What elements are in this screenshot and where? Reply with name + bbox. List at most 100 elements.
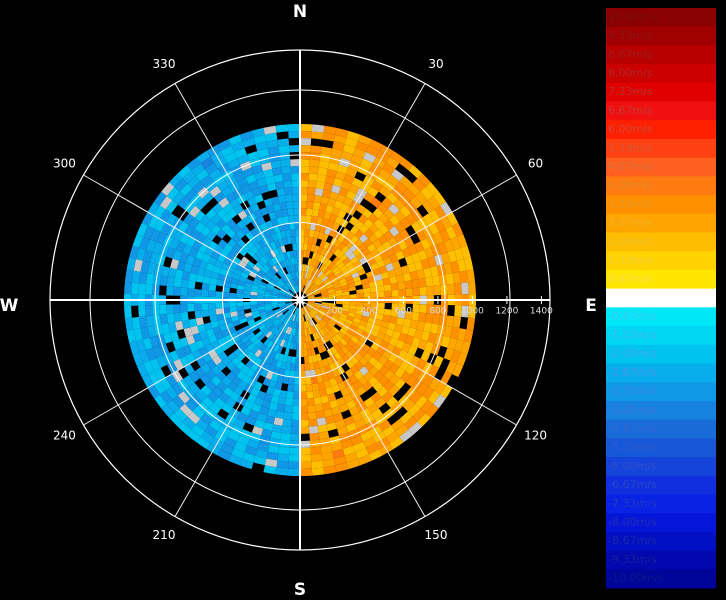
velocity-cell	[286, 391, 294, 399]
velocity-cell	[233, 348, 243, 357]
velocity-cell	[292, 243, 297, 251]
velocity-cell	[222, 302, 230, 309]
velocity-cell	[226, 228, 237, 239]
velocity-cell	[257, 148, 270, 158]
velocity-cell	[196, 356, 207, 368]
velocity-cell	[412, 178, 426, 192]
velocity-cell	[182, 244, 193, 256]
velocity-cell	[399, 175, 413, 189]
velocity-cell	[266, 451, 279, 461]
velocity-cell	[295, 363, 300, 371]
colorbar-label: -3.33m/s	[608, 385, 657, 398]
velocity-cell	[223, 243, 234, 253]
colorbar-label: 2.00m/s	[608, 235, 653, 248]
velocity-cell	[221, 366, 232, 377]
velocity-cell	[200, 203, 212, 216]
velocity-cell	[285, 266, 291, 274]
velocity-cell	[277, 280, 284, 287]
colorbar-swatch	[606, 8, 716, 28]
velocity-cell	[293, 285, 298, 293]
velocity-cell	[278, 296, 286, 299]
velocity-cell	[169, 173, 183, 187]
velocity-cell	[270, 316, 278, 323]
velocity-cell	[378, 168, 392, 181]
velocity-cell	[437, 241, 448, 255]
velocity-cell	[356, 385, 367, 396]
velocity-cell	[180, 287, 188, 297]
velocity-cell	[159, 377, 172, 391]
velocity-cell	[186, 157, 201, 171]
velocity-cell	[409, 233, 421, 245]
velocity-cell	[273, 287, 281, 292]
velocity-cell	[433, 355, 444, 368]
velocity-cell	[261, 428, 273, 438]
velocity-cell	[334, 308, 342, 314]
velocity-cell	[152, 241, 163, 255]
velocity-cell	[173, 229, 184, 242]
velocity-cell	[352, 317, 361, 324]
velocity-cell	[305, 215, 312, 223]
velocity-cell	[142, 337, 153, 351]
velocity-cell	[315, 353, 322, 362]
velocity-cell	[349, 324, 358, 332]
velocity-cell	[212, 234, 222, 245]
velocity-cell	[422, 213, 435, 226]
velocity-cell	[340, 203, 350, 213]
velocity-cell	[201, 253, 212, 263]
velocity-cell	[268, 324, 275, 331]
velocity-cell	[417, 339, 428, 351]
velocity-cell	[363, 436, 377, 448]
velocity-cell	[250, 301, 258, 306]
velocity-cell	[272, 327, 279, 335]
velocity-cell	[335, 127, 349, 138]
velocity-cell	[307, 295, 315, 299]
velocity-cell	[349, 225, 360, 235]
velocity-cell	[344, 275, 353, 282]
velocity-cell	[382, 314, 391, 323]
velocity-cell	[236, 309, 245, 316]
velocity-cell	[276, 460, 289, 469]
velocity-cell	[148, 215, 160, 229]
velocity-cell	[265, 286, 274, 292]
velocity-cell	[303, 278, 307, 286]
velocity-cell	[260, 335, 268, 344]
velocity-cell	[344, 452, 358, 463]
velocity-cell	[388, 253, 399, 263]
velocity-cell	[396, 317, 405, 326]
velocity-cell	[291, 180, 300, 188]
velocity-cell	[395, 163, 409, 176]
velocity-cell	[177, 421, 192, 435]
velocity-cell	[258, 324, 267, 331]
velocity-cell	[303, 286, 308, 293]
velocity-cell	[373, 229, 384, 240]
velocity-cell	[172, 339, 183, 351]
colorbar-label: 0.67m/s	[608, 272, 653, 285]
velocity-cell	[351, 177, 363, 188]
velocity-cell	[288, 334, 293, 343]
velocity-cell	[385, 156, 400, 169]
velocity-cell	[324, 279, 332, 286]
velocity-cell	[357, 268, 366, 277]
velocity-cell	[279, 291, 287, 296]
velocity-cell	[251, 187, 262, 197]
velocity-cell	[343, 271, 352, 279]
velocity-cell	[212, 326, 222, 335]
velocity-cell	[236, 288, 244, 295]
velocity-cell	[260, 281, 268, 287]
colorbar-label: -0.67m/s	[608, 310, 657, 323]
colorbar-swatch	[606, 363, 716, 383]
velocity-cell	[386, 191, 398, 204]
velocity-cell	[257, 333, 266, 342]
velocity-cell	[368, 356, 379, 367]
velocity-cell	[247, 275, 256, 282]
velocity-cell	[172, 395, 185, 409]
velocity-cell	[319, 309, 327, 315]
velocity-cell	[217, 351, 228, 361]
velocity-cell	[208, 308, 217, 316]
velocity-cell	[369, 286, 378, 293]
velocity-cell	[273, 344, 280, 353]
velocity-cell	[303, 307, 308, 314]
velocity-cell	[324, 314, 332, 321]
angle-label: 300	[53, 157, 76, 171]
velocity-cell	[280, 159, 291, 168]
